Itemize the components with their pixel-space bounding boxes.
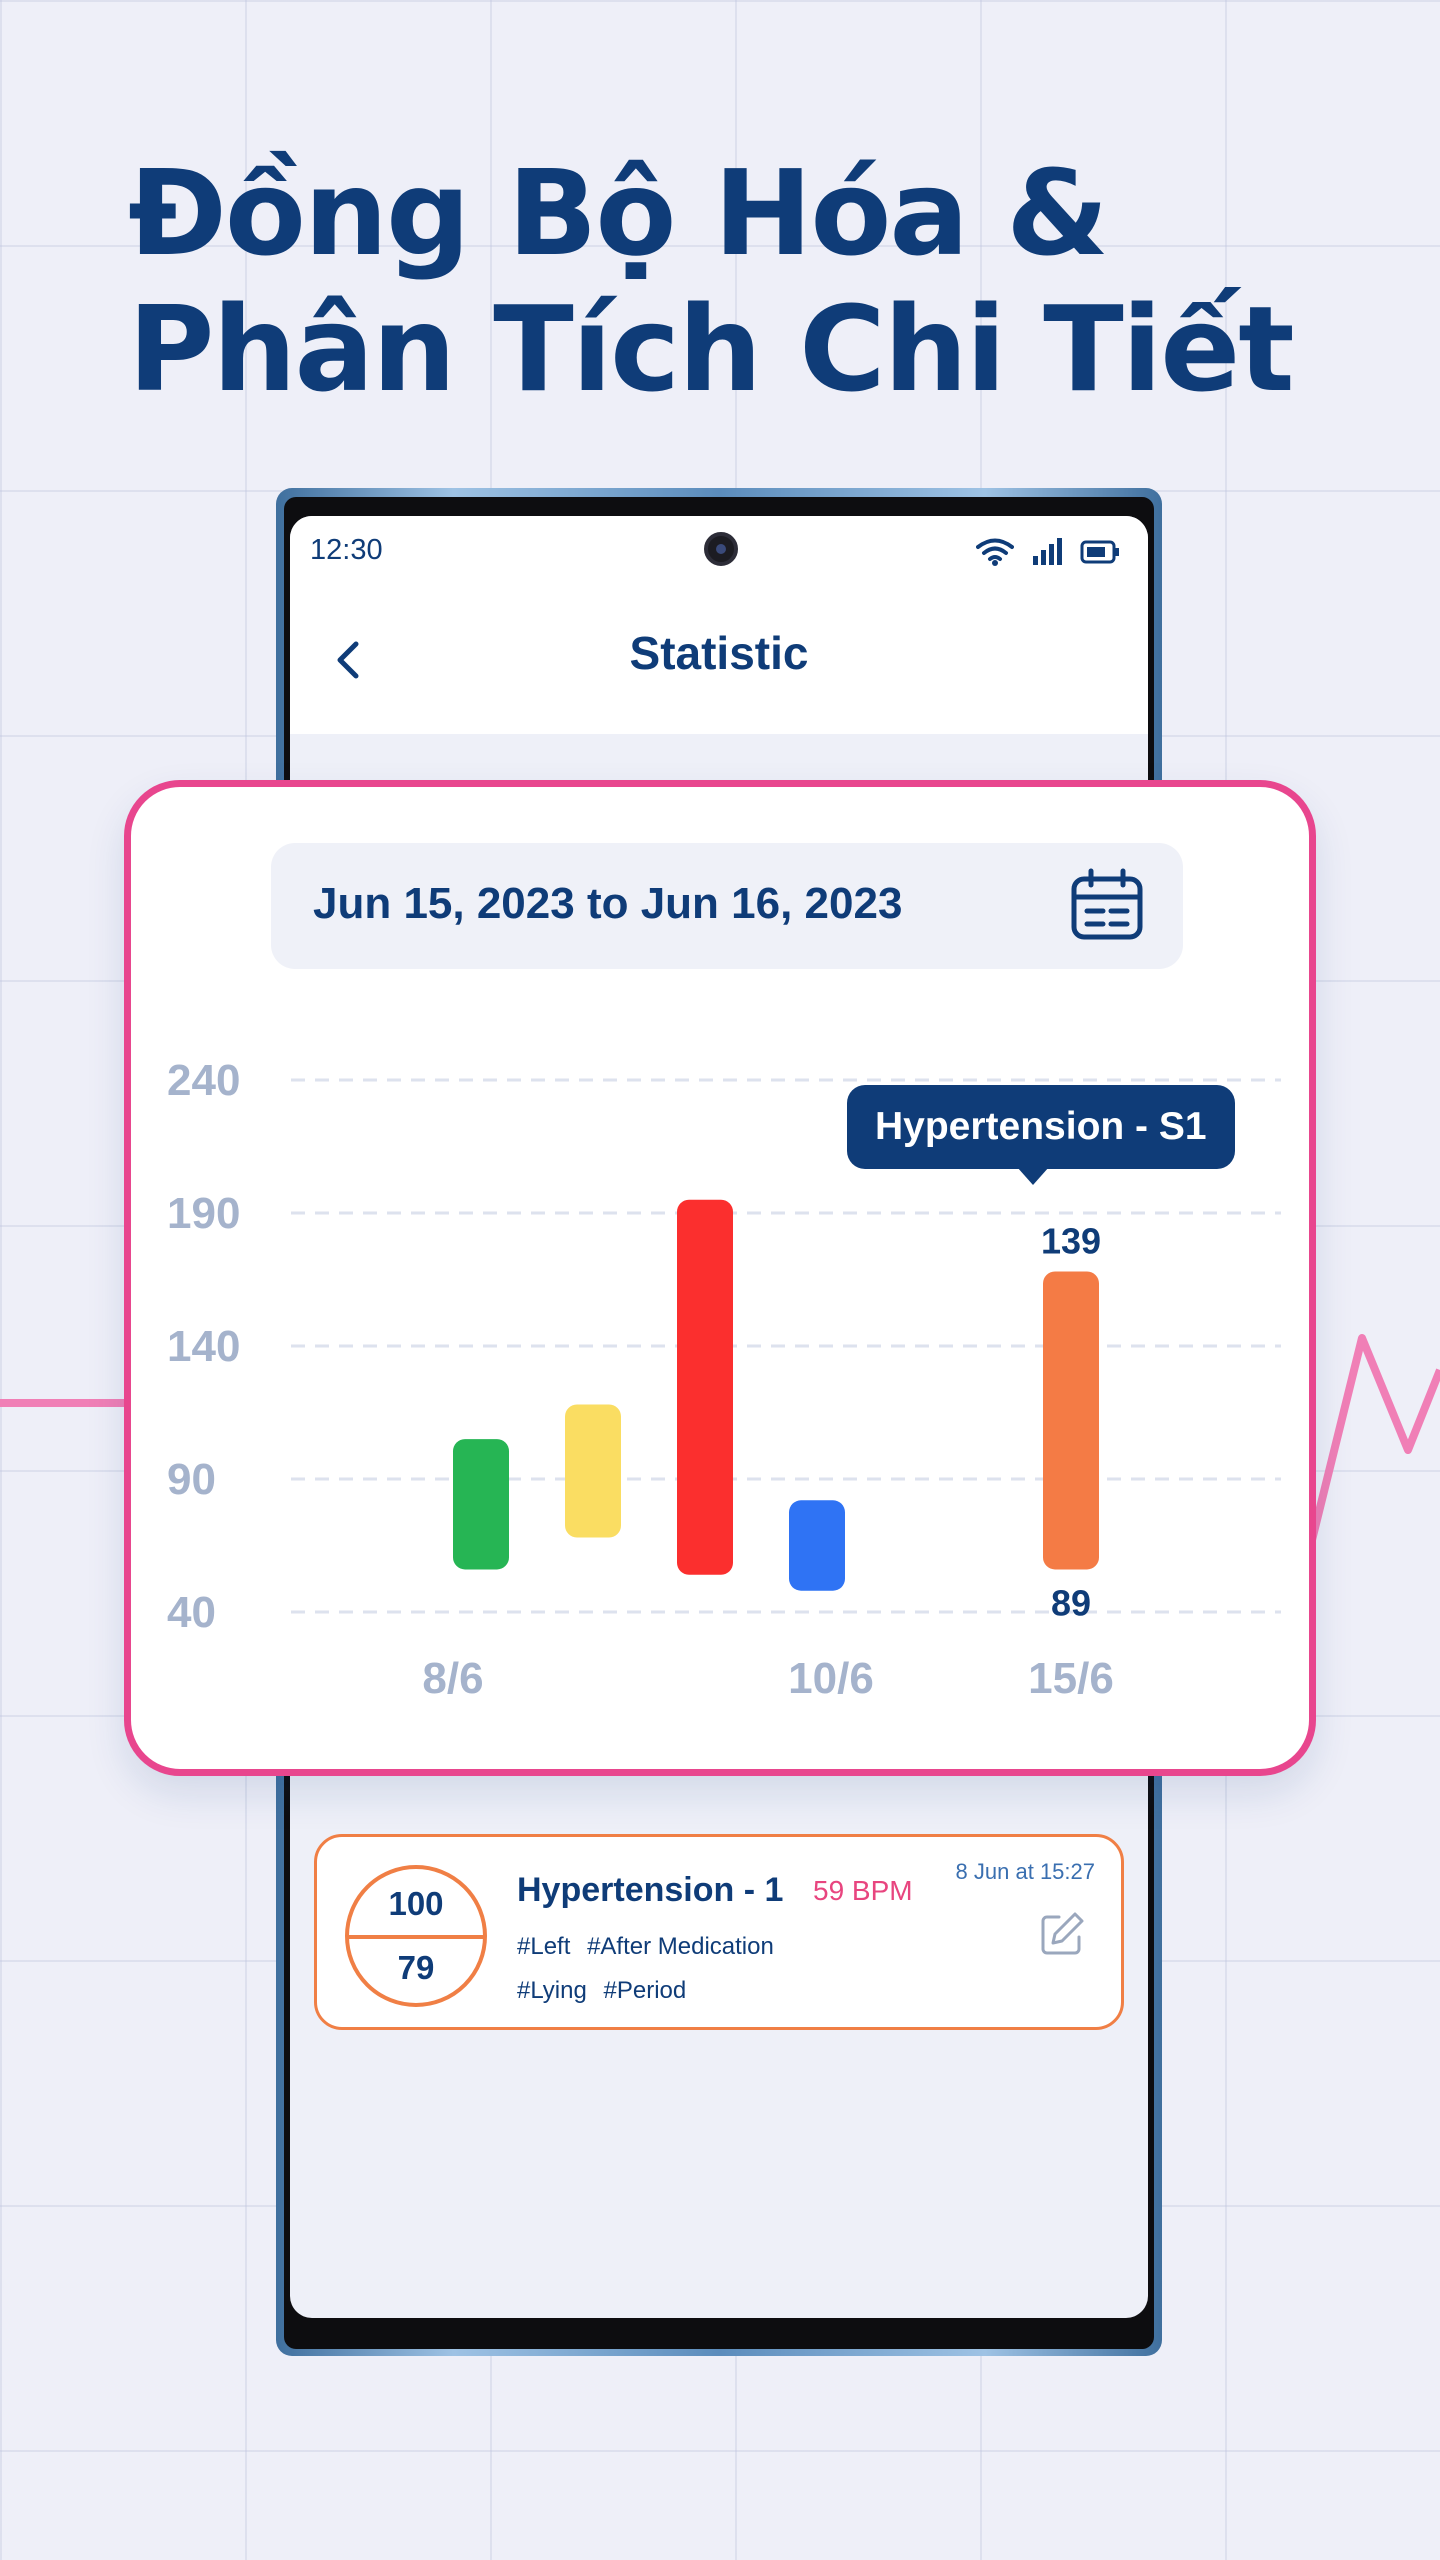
statistic-chart-card: Jun 15, 2023 to Jun 16, 2023 240 190 140 90… <box>124 780 1316 1776</box>
y-tick-label: 40 <box>167 1588 216 1637</box>
y-tick-label: 140 <box>167 1322 240 1371</box>
systolic-value: 100 <box>388 1885 444 1922</box>
record-tags: #Left #After Medication #Lying #Period <box>517 1925 784 2013</box>
chart-bar <box>565 1404 621 1538</box>
bp-range-chart: 240 190 140 90 40 139 89 8/6 10/6 15/6 <box>167 1056 1281 1703</box>
x-tick-label: 8/6 <box>422 1654 483 1703</box>
record-date: 8 Jun at 15:27 <box>955 1859 1095 1884</box>
bp-reading-circle: 100 79 <box>345 1865 487 2007</box>
headline-line-1: Đồng Bộ Hóa & <box>128 144 1109 282</box>
bar-top-label: 139 <box>1041 1221 1101 1262</box>
tag: #Left <box>517 1933 571 1960</box>
tag: #Period <box>603 1977 687 2004</box>
page-title: Statistic <box>629 627 809 679</box>
back-button[interactable] <box>324 636 372 684</box>
date-range-picker[interactable]: Jun 15, 2023 to Jun 16, 2023 <box>271 843 1183 969</box>
x-tick-label: 10/6 <box>788 1654 874 1703</box>
chart-bar <box>1043 1271 1099 1570</box>
tag: #Lying <box>517 1977 587 2004</box>
edit-button[interactable] <box>1037 1909 1087 1959</box>
signal-icon <box>1033 538 1062 565</box>
chevron-left-icon <box>337 641 359 679</box>
record-bpm: 59 BPM <box>813 1875 913 1906</box>
headline-line-2: Phân Tích Chi Tiết <box>128 280 1295 418</box>
record-title: Hypertension - 1 <box>517 1871 784 1909</box>
page-headline: Đồng Bộ Hóa & Phân Tích Chi Tiết <box>128 145 1328 417</box>
x-tick-label: 15/6 <box>1028 1654 1114 1703</box>
bar-bottom-label: 89 <box>1051 1582 1091 1623</box>
battery-icon <box>1080 540 1119 564</box>
diastolic-value: 79 <box>397 1949 435 1986</box>
chart-tooltip: Hypertension - S1 <box>847 1085 1235 1185</box>
front-camera <box>704 532 738 566</box>
app-header: Statistic <box>290 586 1148 734</box>
chart-bar <box>789 1500 845 1591</box>
chart-bar <box>453 1439 509 1570</box>
chart-bar <box>677 1199 733 1575</box>
status-time: 12:30 <box>310 534 383 566</box>
calendar-icon[interactable] <box>1069 867 1145 943</box>
heartbeat-line-decoration <box>0 1334 1440 1541</box>
tag: #After Medication <box>587 1933 774 1960</box>
y-tick-label: 190 <box>167 1189 240 1238</box>
bp-divider <box>349 1935 483 1939</box>
status-icons <box>976 538 1120 566</box>
date-range-text: Jun 15, 2023 to Jun 16, 2023 <box>313 879 903 928</box>
wifi-icon <box>976 538 1014 566</box>
y-tick-label: 90 <box>167 1455 216 1504</box>
y-tick-label: 240 <box>167 1056 240 1105</box>
record-card[interactable]: 100 79 Hypertension - 1 59 BPM 8 Jun at … <box>314 1834 1124 2030</box>
status-bar: 12:30 <box>290 516 1148 586</box>
edit-icon <box>1041 1912 1084 1955</box>
